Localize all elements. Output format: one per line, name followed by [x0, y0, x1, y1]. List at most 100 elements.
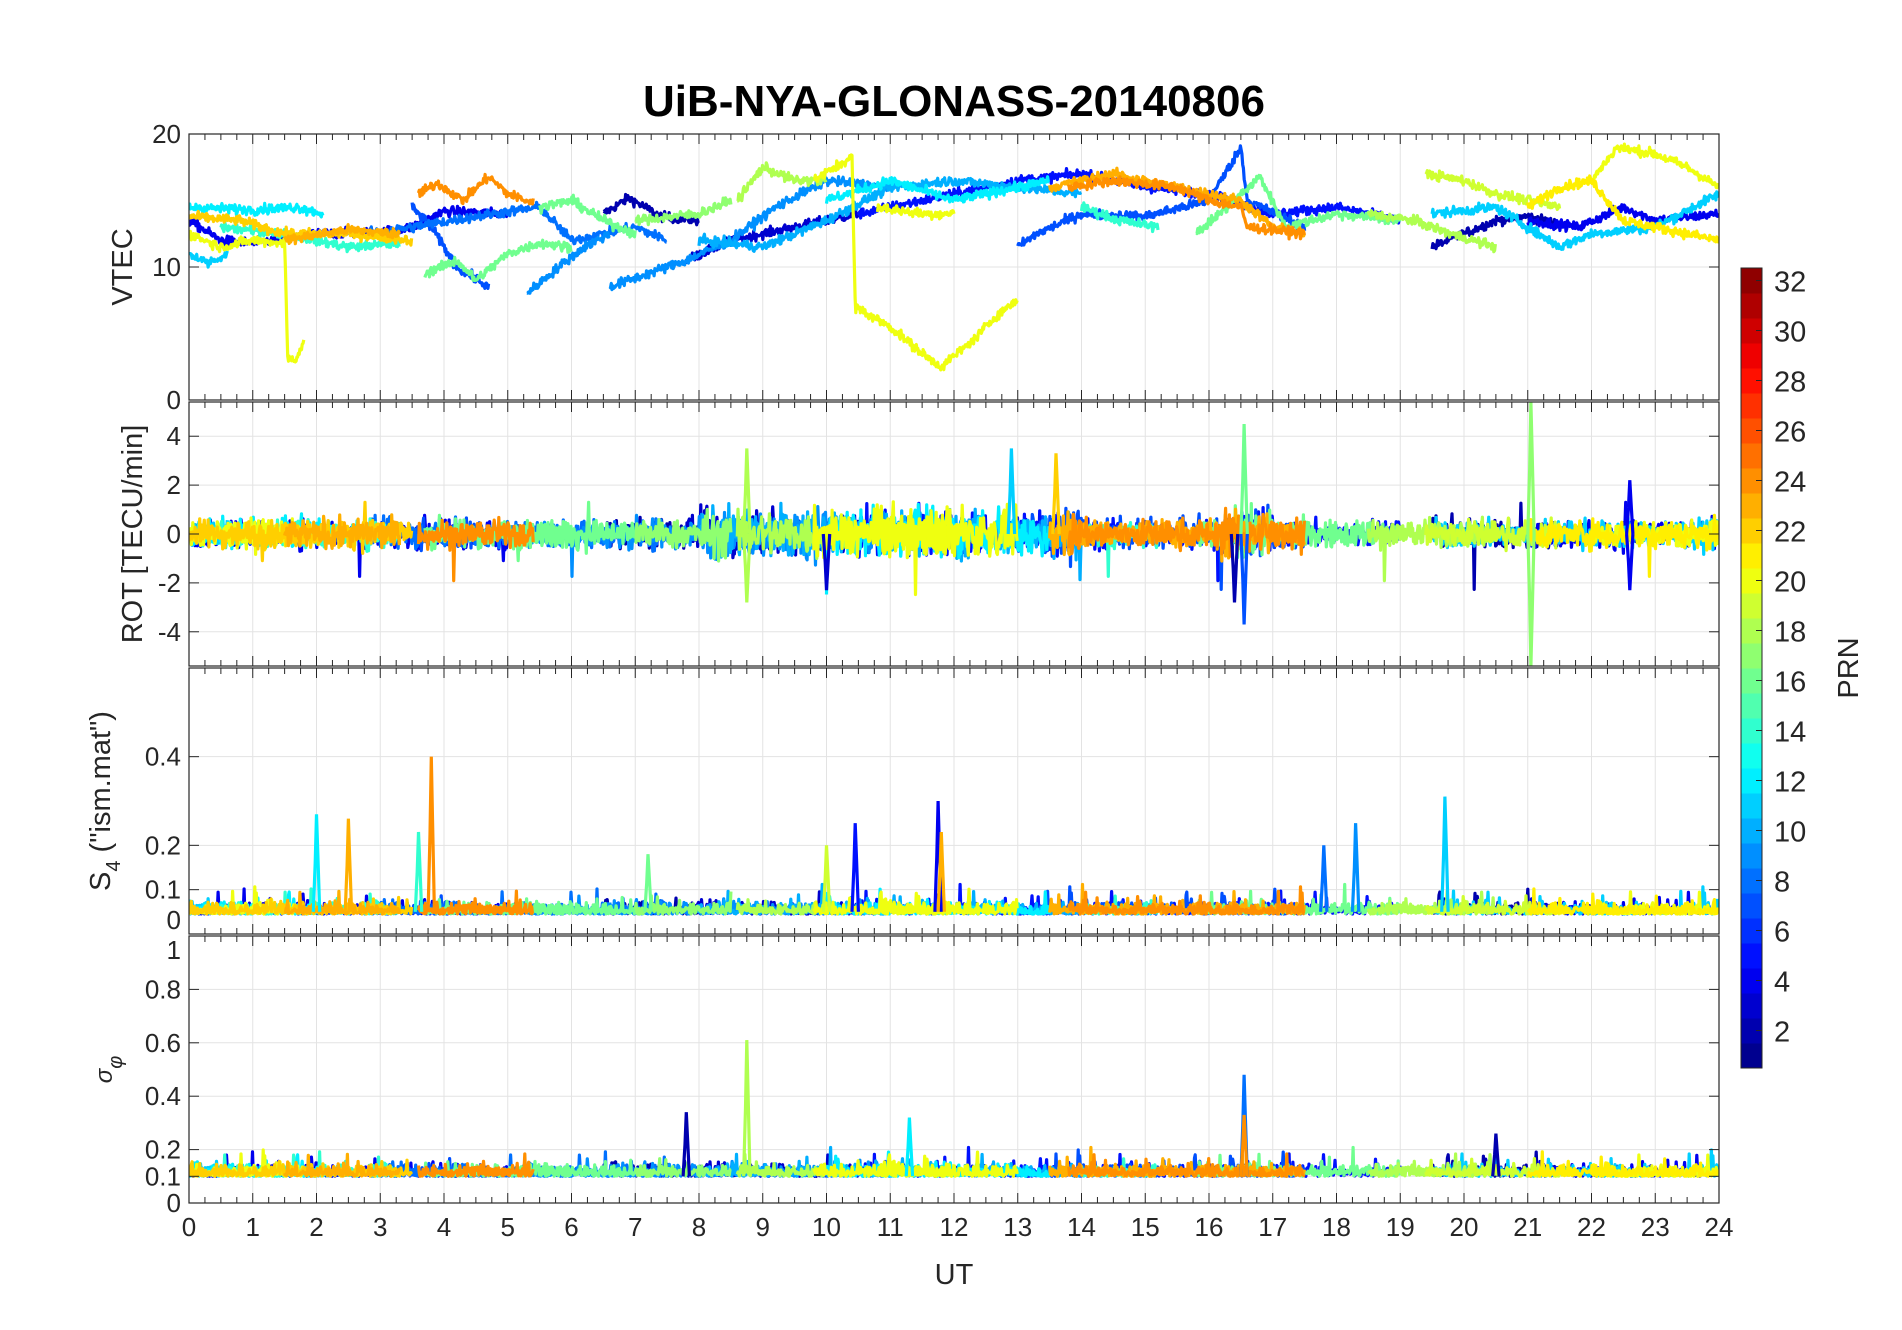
panel-vtec: 0 10 20 VTEC: [107, 119, 1720, 415]
series-prn-16-s4: [538, 895, 637, 916]
spike-prn-23: [936, 831, 946, 912]
spike-prn-16: [1239, 423, 1249, 535]
colorbar-segment: [1741, 693, 1762, 719]
spike-prn-23: [343, 818, 354, 912]
colorbar-segment: [1741, 993, 1762, 1019]
y-axis-label: ROT [TECU/min]: [117, 425, 149, 644]
y-tick-label: 4: [167, 421, 181, 451]
series-prn-12-vtec: [189, 201, 325, 219]
colorbar-segment: [1741, 893, 1762, 919]
colorbar-segment: [1741, 643, 1762, 669]
colorbar-tick-label: 4: [1774, 967, 1790, 999]
x-tick-label: 24: [1705, 1212, 1734, 1242]
series-prn-20-vtec: [875, 203, 956, 221]
series-prn-7-vtec: [1016, 144, 1307, 247]
series-prn-16-rot: [538, 500, 637, 555]
colorbar-tick-label: 14: [1774, 717, 1806, 749]
colorbar-segment: [1741, 518, 1762, 544]
series-prn-21-vtec: [1526, 174, 1719, 244]
spike-prn-18: [742, 1040, 752, 1177]
series-group: [189, 1040, 1719, 1178]
spike-prn-7: [1239, 533, 1249, 625]
series-prn-18-rot: [735, 507, 828, 561]
series-prn-24-sigma: [1067, 1152, 1306, 1178]
series-prn-18-vtec: [1366, 209, 1497, 254]
series-prn-20-rot: [875, 504, 956, 560]
colorbar-segment: [1741, 343, 1762, 369]
x-tick-label: 6: [564, 1212, 578, 1242]
y-tick-label: 0.1: [145, 1161, 181, 1191]
spike-prn-16: [643, 854, 653, 912]
x-tick-label: 8: [692, 1212, 706, 1242]
colorbar-tick-label: 32: [1774, 267, 1806, 299]
colorbar-segment: [1741, 418, 1762, 444]
colorbar-tick-label: 10: [1774, 817, 1806, 849]
colorbar-segment: [1741, 1043, 1762, 1069]
y-tick-label: 0: [167, 905, 181, 935]
spike-prn-17: [1526, 402, 1536, 535]
colorbar-tick-label: 24: [1774, 467, 1806, 499]
colorbar-segment: [1741, 668, 1762, 694]
series-prn-24-vtec: [416, 172, 535, 206]
series-prn-23-vtec: [283, 223, 401, 246]
x-tick-label: 21: [1513, 1212, 1542, 1242]
colorbar-label: PRN: [1833, 637, 1865, 698]
x-tick-label: 9: [756, 1212, 770, 1242]
series-prn-21-s4: [1526, 887, 1719, 916]
series-prn-24-rot: [1067, 506, 1306, 558]
y-tick-label: 0: [167, 519, 181, 549]
series-prn-20-s4: [875, 898, 956, 916]
x-tick-label: 22: [1577, 1212, 1606, 1242]
series-prn-24-vtec: [1067, 175, 1306, 241]
colorbar-tick-label: 16: [1774, 667, 1806, 699]
x-tick-label: 19: [1386, 1212, 1415, 1242]
series-prn-24-s4: [416, 889, 535, 916]
x-axis-label: UT: [935, 1259, 974, 1291]
colorbar-segment: [1741, 443, 1762, 469]
series-prn-9-vtec: [525, 231, 611, 295]
colorbar-tick-label: 30: [1774, 317, 1806, 349]
x-tick-label: 3: [373, 1212, 387, 1242]
y-tick-label: 0.2: [145, 830, 181, 860]
series-prn-21-sigma: [1526, 1150, 1719, 1178]
series-prn-20-vtec: [812, 153, 1019, 372]
spike-prn-4: [1625, 480, 1635, 535]
colorbar-segment: [1741, 593, 1762, 619]
colorbar-segment: [1741, 793, 1762, 819]
colorbar-segment: [1741, 493, 1762, 519]
series-prn-23-rot: [283, 513, 401, 551]
series-group: [189, 402, 1719, 666]
series-prn-18-s4: [735, 898, 828, 916]
y-axis-label: VTEC: [107, 228, 139, 305]
spike-prn-12: [311, 814, 322, 912]
series-prn-17-rot: [634, 507, 733, 563]
spike-prn-19: [821, 845, 832, 912]
colorbar-segment: [1741, 718, 1762, 744]
series-prn-16-vtec: [423, 238, 573, 282]
spike-prn-22: [1051, 453, 1061, 535]
series-prn-20-sigma: [875, 1160, 956, 1178]
colorbar-segment: [1741, 818, 1762, 844]
y-tick-label: 0.1: [145, 875, 181, 905]
series-prn-20-sigma: [812, 1150, 1019, 1178]
series-prn-21-rot: [1526, 513, 1719, 578]
colorbar-tick-label: 20: [1774, 567, 1806, 599]
x-tick-label: 16: [1195, 1212, 1224, 1242]
spike-prn-24: [1239, 1114, 1249, 1177]
colorbar-tick-label: 2: [1774, 1017, 1790, 1049]
colorbar-segment: [1741, 468, 1762, 494]
colorbar-tick-label: 12: [1774, 767, 1806, 799]
colorbar-frame: [1740, 267, 1763, 1069]
colorbar-tick-label: 22: [1774, 517, 1806, 549]
series-prn-24-s4: [1067, 885, 1306, 916]
colorbar-segment: [1741, 318, 1762, 344]
spike-prn-18: [742, 448, 752, 535]
series-prn-24-sigma: [416, 1152, 535, 1178]
series-prn-14-vtec: [219, 220, 401, 254]
x-tick-label: 12: [940, 1212, 969, 1242]
series-prn-22-vtec: [189, 209, 414, 247]
x-tick-label: 10: [812, 1212, 841, 1242]
